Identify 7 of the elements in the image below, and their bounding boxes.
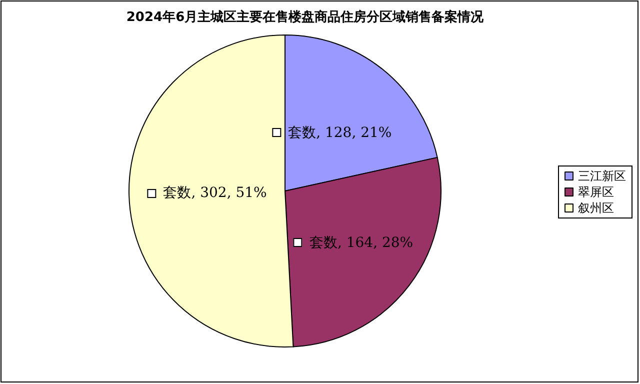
chart-title: 2024年6月主城区主要在售楼盘商品住房分区域销售备案情况: [126, 9, 485, 25]
legend-label: 三江新区: [578, 169, 626, 183]
data-label: 套数, 128, 21%: [288, 124, 392, 142]
data-label: 套数, 164, 28%: [309, 234, 414, 252]
legend-label: 叙州区: [578, 201, 614, 215]
data-label: 套数, 302, 51%: [163, 184, 267, 202]
legend-label: 翠屏区: [578, 185, 614, 199]
